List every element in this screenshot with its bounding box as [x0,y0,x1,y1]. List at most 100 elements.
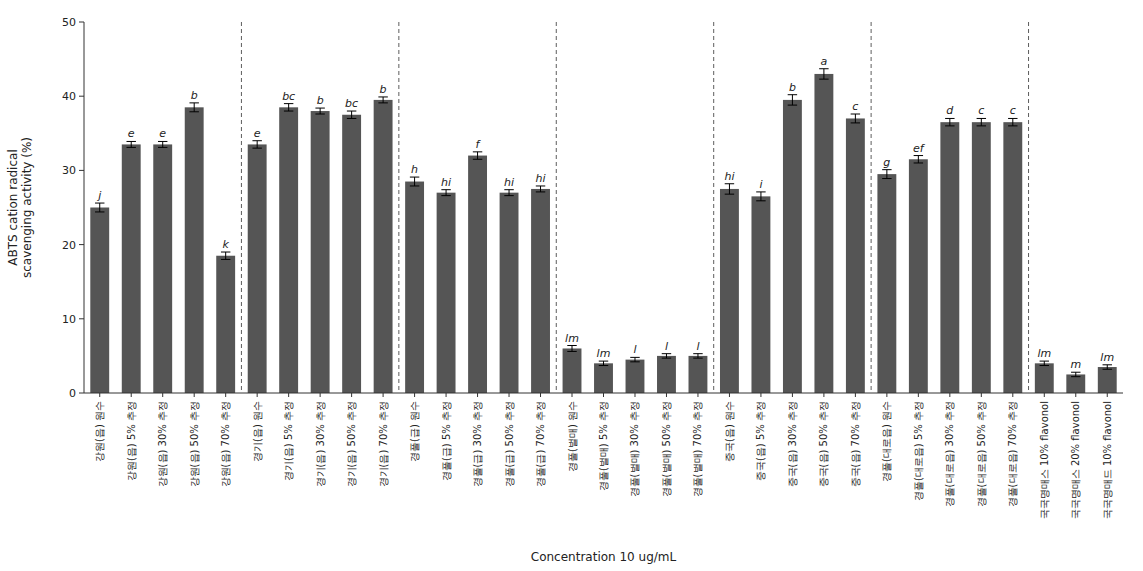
x-tick-label: 국국명매스 20% flavonol [1070,401,1081,519]
x-tick [257,393,258,397]
error-bar [284,104,293,111]
annotation: c [852,100,858,113]
error-bar [252,141,261,148]
x-tick-label: 경풀(벌매) 5% 추정 [598,401,609,491]
bar [1066,374,1085,393]
x-tick-label: 강원(읍) 50% 추정 [189,401,200,487]
x-tick-label: 강원(읍) 원수 [94,401,105,462]
x-tick-label: 경기(읍) 5% 추정 [283,401,294,481]
error-bar [95,203,104,212]
x-tick-label: 강원(읍) 70% 추정 [220,401,231,487]
bar [626,360,645,393]
annotation: i [759,178,762,191]
y-tick [79,318,84,319]
y-tick-label: 0 [69,387,76,400]
bar [972,122,991,393]
bar [90,208,109,394]
x-tick [792,393,793,397]
x-tick [383,393,384,397]
x-tick-label: 경풀(대로읍) 50% 추정 [976,401,987,507]
error-bar [788,95,797,105]
bar [940,122,959,393]
error-bar [882,170,891,179]
x-tick-label: 강원(읍) 30% 추정 [157,401,168,487]
bar [248,144,267,393]
x-tick-label: 경기(읍) 원수 [252,401,263,462]
x-tick [194,393,195,397]
error-bar [599,361,608,365]
x-tick-label: 경풀(벌매) 원수 [567,401,578,472]
annotation: lm [1100,351,1114,364]
x-tick [1107,393,1108,397]
bar [311,111,330,393]
error-bar [158,141,167,147]
error-bar [851,114,860,123]
bar [342,115,361,393]
x-tick-label: 경풀(대로읍) 70% 추정 [1007,401,1018,507]
x-tick [981,393,982,397]
bar [909,159,928,393]
y-axis-label: ABTS cation radicalscavenging activity (… [6,137,34,278]
x-tick-label: 국국명매드 10% flavonol [1102,401,1113,519]
x-tick [162,393,163,397]
bar [279,107,298,393]
bar [877,174,896,393]
annotation: h [411,163,418,176]
error-bar [378,97,387,103]
x-tick-label: 경풀(벌매) 50% 추정 [661,401,672,497]
annotation: hi [441,176,451,189]
chart: jeebkebcbbcbhhifhihilmlmlllhiibacgefdccl… [0,0,1143,571]
annotation: e [128,127,135,140]
x-tick-label: 경풀(대로읍) 원수 [881,401,892,482]
x-tick [603,393,604,397]
bar [500,193,519,393]
x-tick [1012,393,1013,397]
annotation: e [254,127,261,140]
x-tick-label: 경기(읍) 50% 추정 [346,401,357,487]
annotation: b [789,81,796,94]
error-bar [473,152,482,159]
x-tick-label: 강원(읍) 5% 추정 [126,401,137,481]
y-tick-label: 50 [62,16,76,29]
error-bar [977,118,986,125]
x-tick-label: 경풀(급) 50% 추정 [504,401,515,487]
x-tick-label: 경풀(급) 5% 추정 [441,401,452,481]
x-tick [949,393,950,397]
y-tick-label: 40 [62,90,76,103]
x-tick [446,393,447,397]
annotation: b [380,83,387,96]
group-separator [713,22,714,393]
error-bar [127,141,136,147]
annotation: m [1070,358,1081,371]
group-separator [1028,22,1029,393]
x-tick [918,393,919,397]
group-separator [556,22,557,393]
annotation: c [978,104,984,117]
x-tick-label: 경풀(급) 원수 [409,401,420,462]
x-tick-label: 중국(읍) 원수 [724,401,735,462]
annotation: l [665,340,668,353]
bar [814,74,833,393]
x-tick [414,393,415,397]
error-bar [756,192,765,201]
bar [751,196,770,393]
annotation: e [159,127,166,140]
annotation: b [317,94,324,107]
y-tick-label: 30 [62,164,76,177]
annotation: g [883,156,890,169]
bar [531,189,550,393]
x-tick [1044,393,1045,397]
error-bar [1040,361,1049,365]
x-tick [697,393,698,397]
annotation: l [633,343,636,356]
x-tick-label: 중국(읍) 5% 추정 [755,401,766,481]
x-tick [729,393,730,397]
x-tick [886,393,887,397]
annotation: hi [504,176,514,189]
x-tick-label: 경풀(급) 30% 추정 [472,401,483,487]
error-bar [504,190,513,196]
annotation: lm [565,332,579,345]
y-tick [79,96,84,97]
error-bar [536,186,545,192]
annotation: lm [1037,347,1051,360]
